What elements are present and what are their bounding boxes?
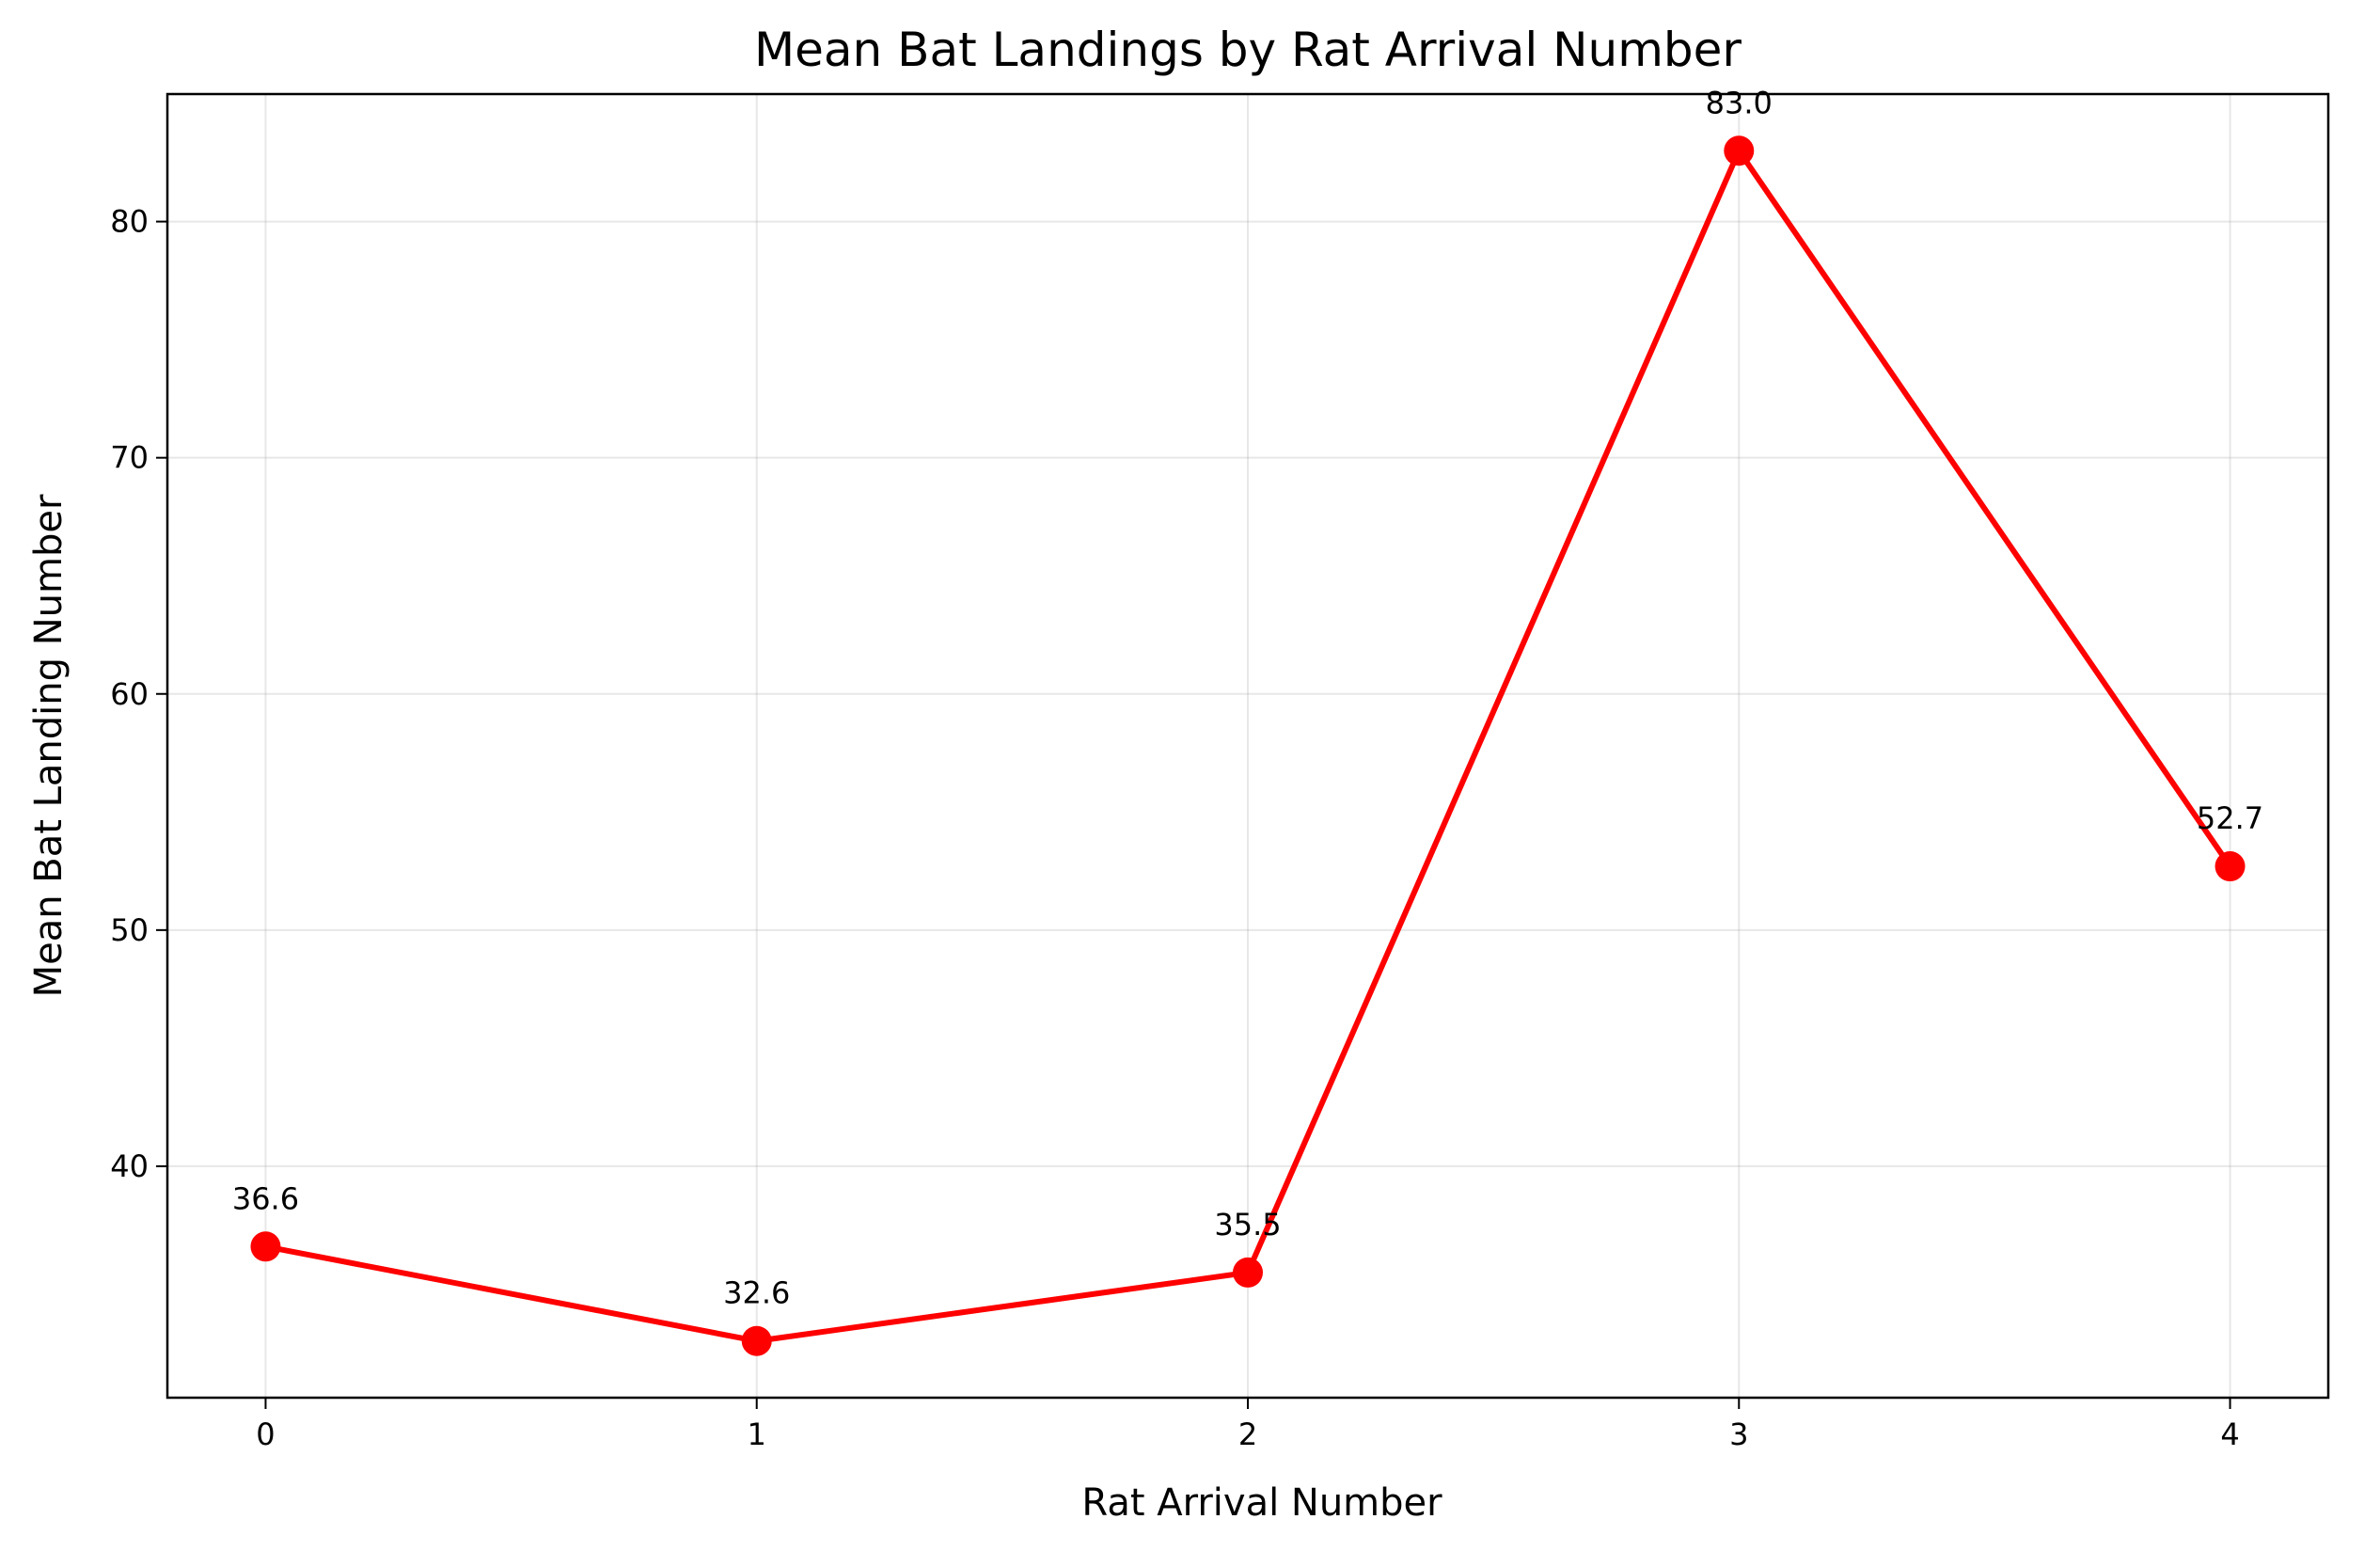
data-label: 35.5 bbox=[1214, 1207, 1281, 1242]
x-tick-label: 4 bbox=[2220, 1416, 2239, 1452]
y-tick-label: 70 bbox=[110, 440, 149, 476]
chart-title: Mean Bat Landings by Rat Arrival Number bbox=[754, 23, 1742, 77]
x-axis-label: Rat Arrival Number bbox=[1081, 1481, 1442, 1525]
data-point bbox=[741, 1325, 772, 1356]
y-tick-label: 80 bbox=[110, 204, 149, 240]
data-point bbox=[1233, 1257, 1263, 1288]
grid bbox=[167, 94, 2328, 1398]
x-tick-label: 1 bbox=[748, 1416, 766, 1452]
y-tick-label: 40 bbox=[110, 1148, 149, 1184]
x-tick-label: 0 bbox=[256, 1416, 275, 1452]
data-label: 83.0 bbox=[1706, 85, 1773, 120]
data-label: 36.6 bbox=[232, 1180, 299, 1216]
y-axis: 40 50 60 70 80 bbox=[110, 204, 167, 1184]
x-axis: 0 1 2 3 4 bbox=[256, 1398, 2240, 1452]
series-layer bbox=[250, 135, 2246, 1356]
x-tick-label: 3 bbox=[1729, 1416, 1748, 1452]
data-label: 32.6 bbox=[723, 1275, 790, 1311]
y-axis-label: Mean Bat Landing Number bbox=[27, 494, 71, 997]
data-point bbox=[250, 1231, 281, 1262]
data-labels: 36.6 32.6 35.5 83.0 52.7 bbox=[232, 85, 2263, 1310]
x-tick-label: 2 bbox=[1238, 1416, 1257, 1452]
data-label: 52.7 bbox=[2197, 800, 2263, 836]
data-point bbox=[1724, 135, 1755, 166]
y-tick-label: 50 bbox=[110, 912, 149, 948]
data-point bbox=[2215, 851, 2246, 882]
y-tick-label: 60 bbox=[110, 676, 149, 712]
